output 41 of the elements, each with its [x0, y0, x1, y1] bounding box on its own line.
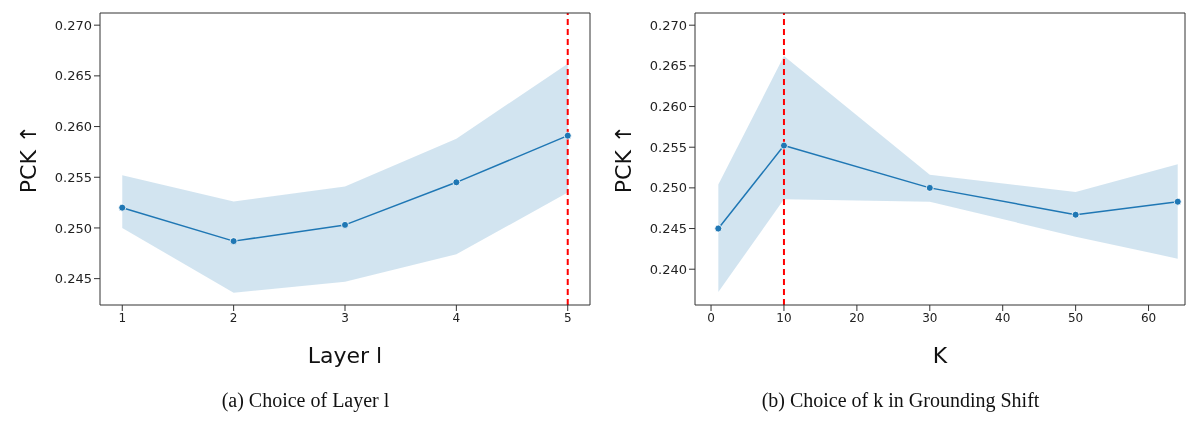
point — [1071, 210, 1080, 219]
y-tick-label: 0.255 — [54, 169, 92, 185]
x-tick-label: 20 — [849, 310, 865, 325]
x-tick-label: 30 — [922, 310, 938, 325]
x-tick-label: 0 — [707, 310, 715, 325]
y-tick-label: 0.255 — [649, 139, 687, 155]
y-tick-label: 0.260 — [649, 99, 687, 115]
y-tick-label: 0.250 — [54, 220, 92, 236]
y-tick-label: 0.265 — [54, 68, 92, 84]
x-tick-label: 60 — [1140, 310, 1157, 325]
point — [341, 221, 349, 229]
point — [714, 224, 723, 233]
x-tick-label: 50 — [1067, 310, 1084, 325]
point — [563, 131, 572, 140]
point — [780, 141, 788, 150]
x-axis-title: K — [932, 343, 948, 368]
x-tick-label: 4 — [452, 310, 461, 325]
point — [118, 203, 127, 212]
text: (a) Choice of Layer l — [221, 389, 390, 412]
y-axis-title: PCK ↑ — [15, 124, 41, 194]
point — [1173, 197, 1182, 206]
y-tick-label: 0.245 — [54, 271, 92, 287]
y-tick-label: 0.270 — [649, 17, 687, 33]
x-tick-label: 2 — [229, 310, 238, 325]
y-axis-title: PCK ↑ — [610, 124, 636, 194]
y-tick-label: 0.240 — [649, 261, 687, 277]
y-tick-label: 0.245 — [649, 221, 687, 237]
x-tick-label: 3 — [341, 310, 349, 325]
x-tick-label: 40 — [995, 310, 1011, 325]
x-tick-label: 1 — [118, 310, 127, 325]
x-tick-label: 5 — [563, 310, 572, 325]
point — [229, 237, 238, 246]
y-tick-label: 0.260 — [54, 119, 92, 135]
y-tick-label: 0.265 — [649, 58, 687, 74]
x-tick-label: 10 — [776, 310, 792, 325]
text: (b) Choice of k in Grounding Shift — [761, 389, 1040, 412]
x-axis-title: Layer l — [307, 343, 383, 368]
point — [452, 178, 461, 187]
y-tick-label: 0.270 — [54, 17, 92, 33]
y-tick-label: 0.250 — [649, 180, 687, 196]
point — [925, 183, 934, 192]
